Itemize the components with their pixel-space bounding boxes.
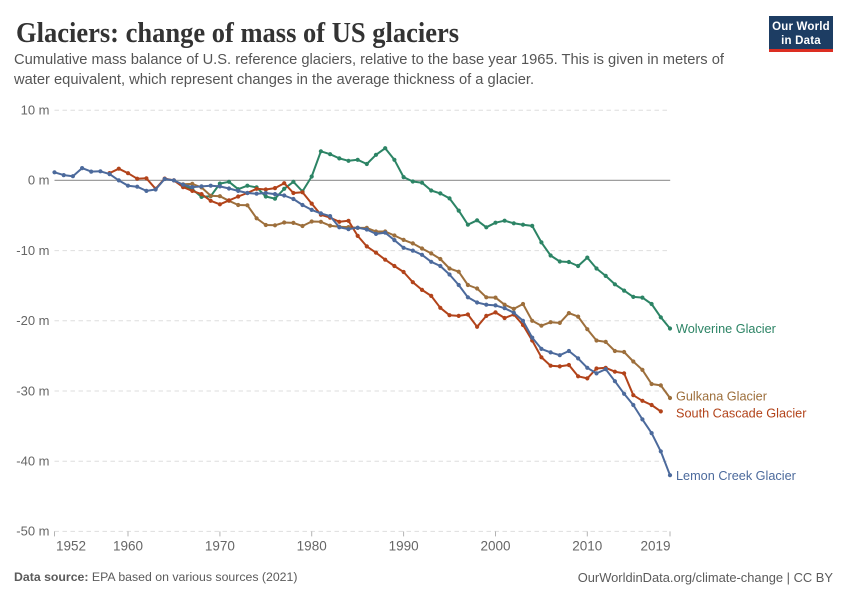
svg-text:2019: 2019	[640, 539, 670, 554]
svg-text:South Cascade Glacier: South Cascade Glacier	[676, 406, 807, 420]
svg-text:-40 m: -40 m	[16, 454, 49, 469]
svg-text:1960: 1960	[113, 539, 143, 554]
svg-text:-30 m: -30 m	[16, 383, 49, 398]
svg-text:1970: 1970	[205, 539, 235, 554]
svg-text:-50 m: -50 m	[16, 524, 49, 539]
svg-text:0 m: 0 m	[28, 173, 50, 188]
svg-text:10 m: 10 m	[21, 103, 50, 118]
svg-text:1980: 1980	[297, 539, 327, 554]
svg-text:1990: 1990	[389, 539, 419, 554]
svg-text:1952: 1952	[56, 539, 86, 554]
svg-text:Gulkana Glacier: Gulkana Glacier	[676, 390, 768, 404]
svg-text:Wolverine Glacier: Wolverine Glacier	[676, 322, 777, 336]
svg-text:-10 m: -10 m	[16, 243, 49, 258]
svg-text:-20 m: -20 m	[16, 313, 49, 328]
svg-text:2010: 2010	[572, 539, 602, 554]
svg-text:2000: 2000	[480, 539, 510, 554]
svg-text:Lemon Creek Glacier: Lemon Creek Glacier	[676, 469, 797, 483]
